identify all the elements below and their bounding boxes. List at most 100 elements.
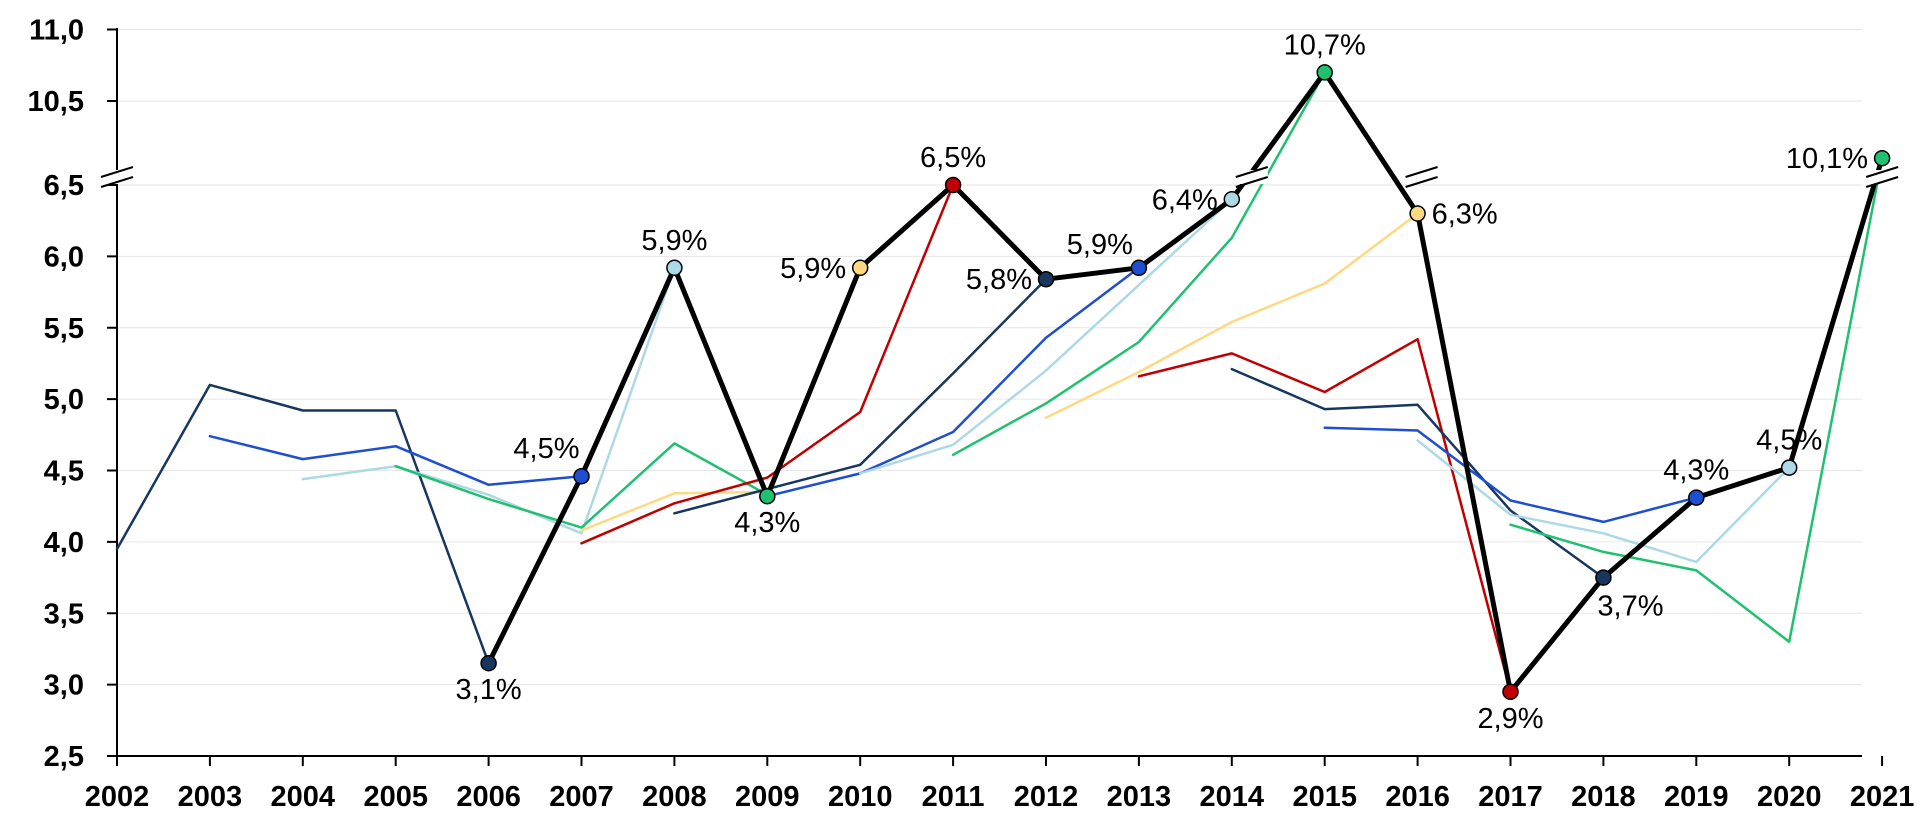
y-tick-label: 6,0	[44, 241, 84, 273]
y-tick-label: 3,0	[44, 670, 84, 702]
data-point-marker	[1316, 64, 1333, 81]
x-tick-label: 2006	[456, 781, 521, 813]
y-tick-label: 2,5	[44, 741, 84, 773]
data-point-marker	[1502, 683, 1519, 701]
data-point-marker	[1409, 205, 1426, 222]
data-point-marker	[1780, 459, 1798, 476]
data-label: 6,4%	[1152, 184, 1218, 216]
x-tick-label: 2002	[85, 781, 150, 813]
axis-break-mark	[1865, 166, 1899, 188]
series-line	[1230, 367, 1605, 579]
axis-break-mark	[1235, 166, 1269, 188]
data-point-marker	[1688, 489, 1705, 506]
y-tick-label: 10,5	[28, 86, 84, 118]
series-line	[115, 383, 490, 665]
axis-break-mark	[1405, 166, 1438, 188]
data-label: 5,9%	[1067, 229, 1133, 261]
series-line	[394, 442, 769, 529]
data-point-marker	[759, 487, 776, 505]
axis-break-stroke	[1235, 176, 1269, 188]
x-tick-label: 2009	[735, 781, 800, 813]
x-tick-label: 2016	[1385, 781, 1450, 813]
axis-breaks	[100, 166, 1899, 188]
data-label: 2,9%	[1477, 703, 1543, 735]
x-tick-label: 2007	[549, 781, 614, 813]
y-tick-label: 4,0	[44, 527, 84, 559]
series-line	[858, 198, 1234, 475]
y-tick-label: 6,5	[44, 170, 84, 202]
data-point-marker	[1130, 259, 1148, 277]
data-label: 6,5%	[920, 142, 986, 174]
y-tick-label: 5,0	[44, 384, 84, 416]
series-line	[673, 277, 1048, 515]
data-point-marker	[480, 654, 497, 672]
data-label: 5,9%	[641, 225, 707, 257]
data-markers	[480, 64, 1891, 701]
data-point-marker	[1873, 149, 1891, 167]
data-label: 10,7%	[1284, 29, 1366, 61]
series-line	[1137, 337, 1512, 694]
x-tick-label: 2018	[1571, 781, 1636, 813]
data-label: 4,3%	[1663, 455, 1729, 487]
gridlines	[117, 29, 1862, 757]
x-tick-label: 2005	[363, 781, 428, 813]
x-tick-label: 2012	[1014, 781, 1079, 813]
x-tick-label: 2019	[1664, 781, 1729, 813]
axis-break-stroke	[1235, 166, 1269, 178]
axis-break-stroke	[1865, 176, 1899, 188]
y-axis-ticks: 2,5 3,0 3,5 4,0 4,5 5,0 5,5 6,0 6,5 10,5 11,0	[28, 15, 84, 774]
x-tick-label: 2015	[1292, 781, 1357, 813]
data-point-marker	[666, 259, 683, 277]
data-point-marker	[944, 176, 962, 194]
x-tick-label: 2014	[1200, 781, 1265, 813]
series-line	[301, 266, 676, 535]
data-label: 5,9%	[780, 253, 846, 285]
series-line	[1416, 439, 1791, 564]
series-line	[1509, 156, 1884, 644]
y-tick-label: 11,0	[29, 15, 84, 47]
x-tick-label: 2011	[922, 781, 985, 813]
data-label: 4,5%	[513, 433, 579, 465]
data-label: 4,3%	[734, 507, 800, 539]
data-label: 3,7%	[1597, 591, 1663, 623]
data-label: 10,1%	[1786, 143, 1868, 175]
series-line-highlight	[486, 69, 1885, 695]
series-line	[208, 434, 583, 487]
x-tick-label: 2010	[828, 781, 893, 813]
x-tick-label: 2003	[178, 781, 243, 813]
axis-break-mark	[100, 166, 134, 188]
series-line	[766, 266, 1141, 498]
x-axis-ticks: 2002 2003 2004 2005 2006 2007 2008 2009 2010 2011…	[85, 781, 1915, 813]
data-point-marker	[573, 467, 590, 485]
series-line	[1323, 426, 1698, 524]
y-tick-label: 3,5	[44, 598, 84, 630]
data-point-marker	[1037, 270, 1055, 288]
data-point-marker	[1223, 191, 1241, 208]
axis-break-stroke	[1405, 176, 1438, 188]
y-tick-label: 5,5	[44, 313, 84, 345]
series-line	[580, 183, 955, 545]
data-point-marker	[851, 259, 869, 277]
series-line	[1044, 212, 1419, 419]
data-labels: 3,1% 4,5% 5,9% 4,3% 5,9% 6,5% 5,8% 5,9% 6,4% 10,7…	[456, 29, 1869, 734]
data-label: 3,1%	[456, 674, 522, 706]
data-label: 5,8%	[966, 264, 1032, 296]
axis-break-stroke	[100, 166, 134, 178]
series-lines	[115, 69, 1885, 695]
axes	[107, 28, 1884, 766]
x-tick-label: 2008	[642, 781, 707, 813]
axis-break-stroke	[1865, 166, 1899, 178]
x-tick-label: 2021	[1850, 781, 1915, 813]
data-point-marker	[1595, 569, 1612, 586]
y-tick-label: 4,5	[44, 456, 84, 488]
x-tick-label: 2004	[271, 781, 336, 813]
x-tick-label: 2017	[1478, 781, 1543, 813]
axis-break-stroke	[1405, 166, 1438, 178]
x-tick-label: 2020	[1757, 781, 1822, 813]
data-label: 6,3%	[1432, 199, 1498, 231]
data-label: 4,5%	[1756, 425, 1822, 457]
x-tick-label: 2013	[1107, 781, 1172, 813]
axis-break-stroke	[100, 176, 134, 188]
